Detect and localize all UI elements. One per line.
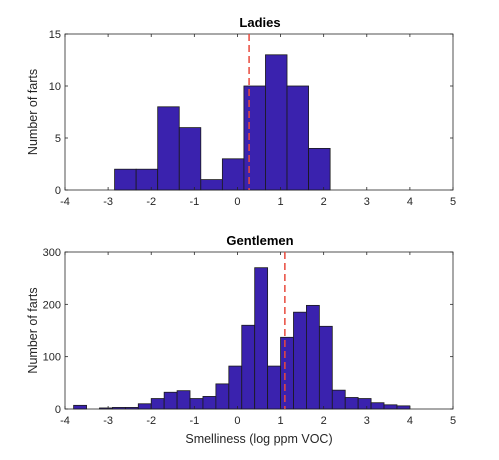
y-tick-label: 5 — [55, 133, 61, 145]
histogram-bar — [286, 85, 309, 191]
histogram-bar — [73, 404, 87, 410]
histogram-bar — [280, 336, 294, 410]
y-axis-label: Number of farts — [26, 287, 40, 373]
x-axis-label: Smelliness (log ppm VOC) — [185, 432, 332, 446]
histogram-bar — [228, 365, 243, 410]
histogram-bar — [114, 168, 137, 191]
x-tick-label: 0 — [234, 415, 240, 427]
histogram-bar — [267, 365, 281, 410]
histogram-bar — [331, 389, 346, 410]
histogram-bar — [178, 127, 202, 191]
histogram-bar — [137, 403, 152, 410]
histogram-bar — [189, 398, 204, 410]
histogram-bar — [150, 398, 165, 410]
x-tick-label: -1 — [189, 415, 199, 427]
x-tick-label: 4 — [407, 196, 413, 208]
x-tick-label: 1 — [277, 196, 283, 208]
histogram-bar — [163, 391, 178, 410]
x-tick-label: -1 — [189, 196, 199, 208]
x-tick-label: -3 — [103, 196, 113, 208]
chart-title: Ladies — [239, 15, 280, 30]
histogram-bar — [215, 383, 230, 410]
histogram-bar — [265, 54, 288, 191]
y-tick-label: 0 — [55, 404, 61, 416]
x-tick-label: -2 — [146, 196, 156, 208]
histogram-bar — [200, 179, 223, 191]
y-axis-label: Number of farts — [26, 69, 40, 155]
histogram-bar — [383, 404, 398, 410]
x-tick-label: 4 — [407, 415, 413, 427]
x-tick-label: 3 — [364, 415, 370, 427]
histogram-bar — [318, 325, 333, 410]
y-tick-label: 100 — [43, 352, 61, 364]
histogram-bar — [176, 390, 191, 410]
ladies-histogram: -4 -3 -2 -1 0 1 2 3 4 5 0 5 10 15 Ladies Number of fart… — [26, 15, 456, 208]
histogram-bar — [344, 397, 359, 410]
histogram-bar — [308, 147, 331, 191]
x-tick-label: 2 — [321, 415, 327, 427]
x-tick-label: 5 — [450, 415, 456, 427]
histogram-bar — [254, 267, 269, 410]
x-tick-label: -2 — [146, 415, 156, 427]
histogram-bar — [306, 304, 320, 410]
y-tick-label: 200 — [43, 299, 61, 311]
x-tick-label: -4 — [60, 415, 70, 427]
histogram-bar — [370, 402, 385, 410]
x-tick-label: 2 — [321, 196, 327, 208]
chart-title: Gentlemen — [226, 233, 293, 248]
histogram-bar — [99, 407, 113, 410]
y-tick-label: 15 — [49, 29, 61, 41]
y-tick-label: 300 — [43, 247, 61, 259]
histogram-bar — [157, 106, 180, 191]
histogram-bar — [112, 407, 126, 410]
x-tick-label: 5 — [450, 196, 456, 208]
histogram-bar — [202, 396, 217, 410]
gentlemen-histogram: -4 -3 -2 -1 0 1 2 3 4 5 0 100 200 300 Gentlemen Number … — [26, 233, 456, 446]
histogram-bar — [124, 407, 139, 410]
y-tick-label: 0 — [55, 185, 61, 197]
histogram-bar — [293, 311, 307, 410]
histogram-bar — [221, 158, 245, 191]
x-tick-label: -3 — [103, 415, 113, 427]
histogram-bar — [357, 398, 372, 410]
histogram-bar — [243, 85, 266, 191]
x-tick-label: 0 — [234, 196, 240, 208]
y-tick-label: 10 — [49, 81, 61, 93]
x-tick-label: 1 — [277, 415, 283, 427]
histogram-bar — [241, 324, 256, 410]
histogram-bar — [135, 168, 159, 191]
histogram-bar — [396, 405, 411, 410]
x-tick-label: 3 — [364, 196, 370, 208]
x-tick-label: -4 — [60, 196, 70, 208]
